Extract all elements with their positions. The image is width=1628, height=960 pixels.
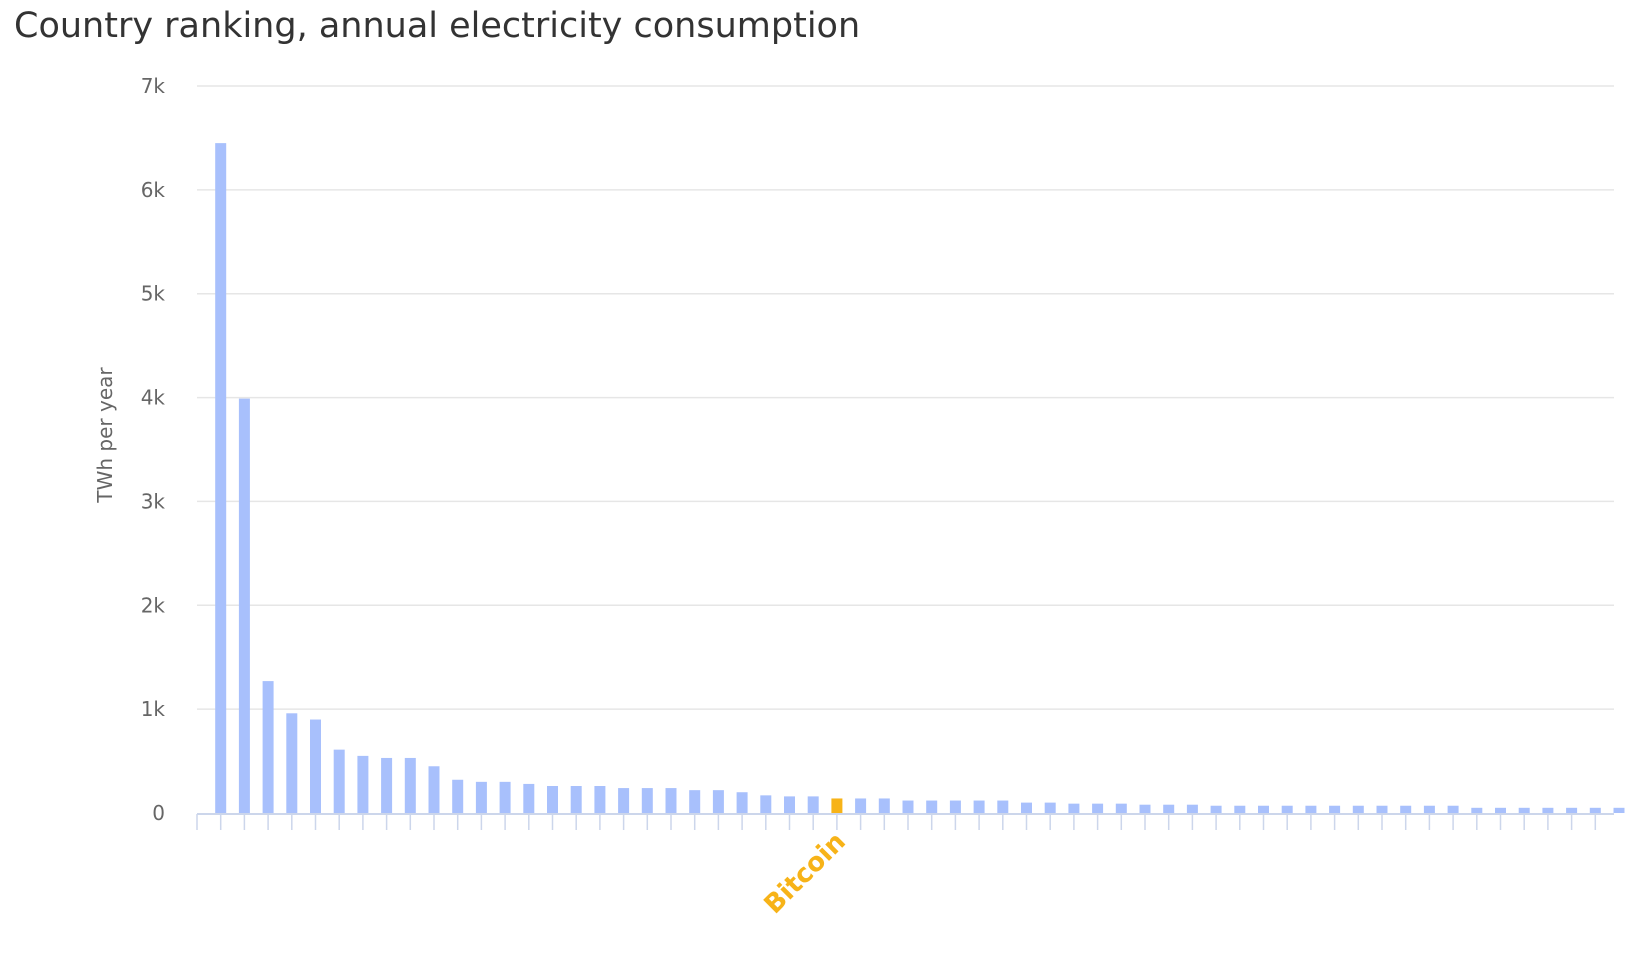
y-tick-label: 2k — [141, 593, 166, 617]
bar — [712, 790, 724, 813]
bar — [807, 796, 819, 813]
bar — [1281, 805, 1293, 813]
bar — [404, 757, 416, 813]
bar — [333, 749, 345, 813]
bar — [1186, 804, 1198, 813]
bar — [1589, 807, 1601, 813]
bar — [381, 757, 393, 813]
bar — [286, 713, 298, 813]
bar — [1613, 807, 1625, 813]
bar — [1495, 807, 1506, 813]
bar — [1400, 805, 1412, 813]
bar — [499, 781, 511, 813]
bar — [760, 795, 772, 813]
bar — [926, 800, 938, 813]
bar — [570, 785, 582, 813]
y-axis-ticks: 0 1k 2k 3k 4k 5k 6k 7k — [141, 74, 166, 825]
bar — [1139, 804, 1151, 813]
bar — [1305, 805, 1317, 813]
bar — [1352, 805, 1364, 813]
bar — [1329, 805, 1341, 813]
bar — [452, 779, 464, 813]
bar — [1021, 802, 1032, 813]
y-tick-label: 3k — [141, 489, 166, 513]
bar — [665, 788, 677, 813]
bar — [1044, 802, 1056, 813]
bar — [689, 790, 701, 813]
bar — [902, 800, 914, 813]
highlight-label: Bitcoin — [759, 827, 852, 920]
bar — [594, 785, 606, 813]
bar — [357, 755, 369, 813]
bar — [997, 800, 1009, 813]
bar — [1447, 805, 1459, 813]
bar — [973, 800, 985, 813]
bar — [1258, 805, 1269, 813]
bar-highlight — [831, 798, 843, 813]
bar — [1471, 807, 1483, 813]
bar — [1210, 805, 1222, 813]
bar — [1234, 805, 1246, 813]
x-axis-ticks — [196, 814, 1597, 830]
bar — [1163, 804, 1175, 813]
bar — [1566, 807, 1578, 813]
bar — [878, 798, 890, 813]
bar — [1423, 805, 1435, 813]
bar — [736, 792, 748, 813]
bar — [855, 798, 867, 813]
bar — [1376, 805, 1388, 813]
bar — [262, 681, 274, 813]
bar — [238, 398, 250, 813]
chart-title: Country ranking, annual electricity cons… — [14, 6, 861, 46]
bar — [523, 783, 535, 813]
bar — [1542, 807, 1554, 813]
bar — [1115, 803, 1127, 813]
bar — [1518, 807, 1530, 813]
bar — [1068, 803, 1080, 813]
bar — [428, 766, 440, 813]
y-tick-label: 1k — [141, 697, 166, 721]
bar — [618, 788, 630, 813]
bars — [215, 143, 1625, 813]
y-tick-label: 4k — [141, 386, 166, 410]
gridlines — [197, 85, 1614, 710]
bar — [475, 781, 487, 813]
bar — [215, 143, 227, 813]
y-axis-label: TWh per year — [93, 367, 117, 504]
y-tick-label: 6k — [141, 178, 166, 202]
bar — [784, 796, 795, 813]
y-tick-label: 5k — [141, 282, 166, 306]
bar — [547, 785, 558, 813]
bar — [949, 800, 961, 813]
y-tick-label: 7k — [141, 74, 166, 98]
bar — [641, 788, 653, 813]
bar — [1092, 803, 1104, 813]
y-tick-label: 0 — [152, 801, 165, 825]
bar — [310, 719, 321, 813]
